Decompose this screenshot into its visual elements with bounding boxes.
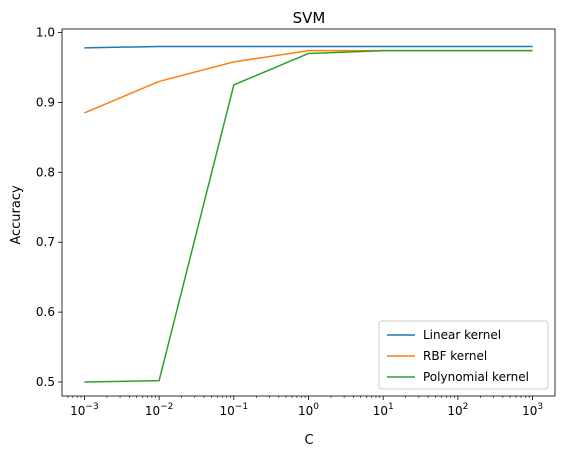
legend-label: Linear kernel: [423, 328, 501, 342]
legend-box: [378, 320, 549, 390]
y-axis-label: Accuracy: [9, 185, 24, 245]
x-tick-label: 100: [298, 402, 319, 418]
x-axis-label: C: [304, 433, 313, 448]
x-tick-label: 102: [447, 402, 468, 418]
y-tick-label: 0.9: [36, 95, 55, 109]
legend-label: RBF kernel: [423, 349, 487, 363]
plot-area: 0.5 0.6 0.7 0.8 0.9 1.0 10−3 10−2 10−1 100 101 102 1…: [36, 25, 556, 418]
x-tick-label: 10−2: [145, 402, 174, 418]
series-line-rbf-kernel: [84, 49, 533, 114]
x-tick-label: 101: [373, 402, 394, 418]
series-line-linear-kernel: [84, 45, 533, 49]
x-tick-label: 103: [522, 402, 543, 418]
series-line-polynomial-kernel: [84, 49, 533, 383]
legend-label: Polynomial kernel: [423, 370, 529, 384]
y-tick-label: 1.0: [36, 25, 55, 39]
y-tick-label: 0.7: [36, 235, 55, 249]
x-tick-label: 10−1: [220, 402, 249, 418]
axes-frame: [61, 28, 556, 397]
legend: Linear kernel RBF kernel Polynomial kernel: [378, 320, 549, 390]
chart-title: SVM: [293, 9, 326, 27]
y-tick-label: 0.8: [36, 165, 55, 179]
x-tick-label: 10−3: [70, 402, 99, 418]
y-tick-label: 0.6: [36, 305, 55, 319]
y-tick-label: 0.5: [36, 375, 55, 389]
